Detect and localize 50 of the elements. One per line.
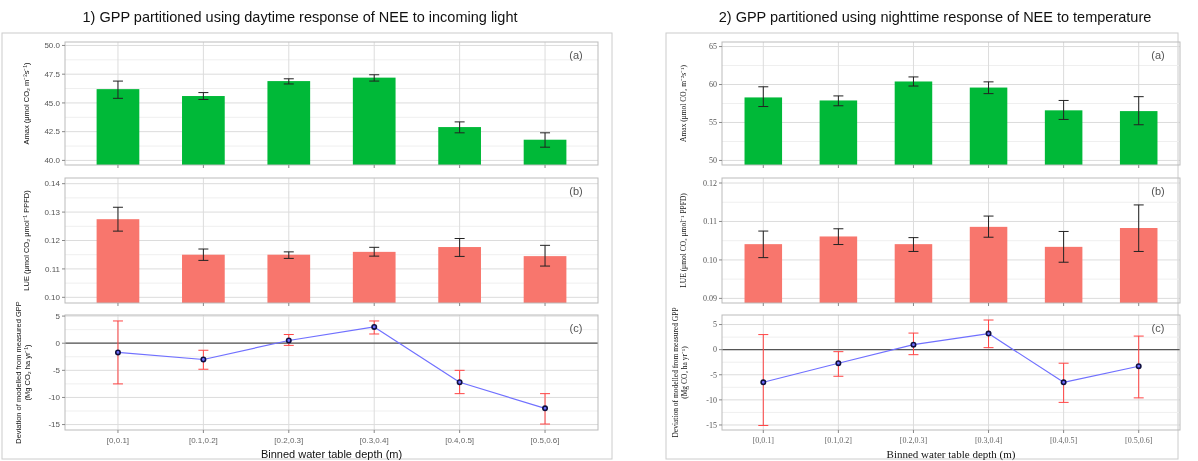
y-tick-label: 50: [709, 156, 717, 166]
x-tick-label: [0,0.1]: [106, 436, 130, 445]
y-tick-label: 60: [709, 80, 717, 90]
annotation: (a): [569, 49, 583, 61]
annotation: (b): [1151, 185, 1165, 197]
y-tick-label: 0.09: [703, 294, 717, 304]
y-tick-label: 55: [709, 118, 717, 128]
annotation: (c): [1151, 322, 1165, 334]
y-tick-label: 50.0: [44, 41, 61, 51]
y-tick-label: 0.10: [44, 293, 61, 303]
y-tick-label: 0: [55, 339, 61, 349]
chart-title: 2) GPP partitioned using nighttime response of NEE to temperature: [718, 9, 1152, 25]
y-tick-label: -10: [48, 393, 61, 403]
x-tick-label: [0.5,0.6]: [1125, 436, 1153, 445]
y-tick-label: 0.12: [703, 178, 717, 188]
x-tick-label: [0.1,0.2]: [188, 436, 218, 445]
y-tick-label: 5: [55, 311, 61, 321]
x-tick-label: [0.2,0.3]: [899, 436, 928, 445]
y-tick-label: 0.13: [44, 207, 61, 217]
y-tick-label: 45.0: [44, 98, 61, 108]
x-tick-label: [0.4,0.5]: [1049, 436, 1078, 445]
x-tick-label: [0,0.1]: [752, 436, 775, 445]
annotation: (a): [1151, 49, 1165, 61]
y-tick-label: 5: [713, 320, 717, 330]
x-axis-title: Binned water table depth (m): [260, 448, 403, 460]
y-tick-label: 40.0: [44, 156, 61, 166]
x-tick-label: [0.2,0.3]: [274, 436, 304, 445]
y-tick-label: 42.5: [44, 127, 61, 137]
x-tick-label: [0.4,0.5]: [445, 436, 475, 445]
annotation: (b): [569, 185, 583, 197]
chart-title: 1) GPP partitioned using daytime response of NEE to incoming light: [82, 9, 518, 25]
y-tick-label: -15: [706, 420, 717, 430]
y-tick-label: 0.10: [703, 255, 717, 265]
y-tick-label: 47.5: [44, 69, 61, 79]
y-tick-label: 0.14: [44, 179, 61, 189]
y-tick-label: -10: [706, 395, 717, 405]
y-tick-label: 0.11: [703, 217, 717, 227]
annotation: (c): [569, 322, 583, 334]
y-tick-label: -5: [710, 370, 717, 380]
y-tick-label: 0.12: [44, 236, 61, 246]
x-axis-title: Binned water table depth (m): [886, 448, 1016, 461]
y-tick-label: 0: [713, 345, 717, 355]
x-tick-label: [0.1,0.2]: [824, 436, 853, 445]
x-tick-label: [0.3,0.4]: [974, 436, 1003, 445]
x-tick-label: [0.5,0.6]: [530, 436, 560, 445]
y-tick-label: 65: [709, 42, 717, 52]
y-tick-label: -5: [52, 366, 61, 376]
y-tick-label: 0.11: [45, 264, 61, 274]
y-tick-label: -15: [48, 420, 61, 430]
x-tick-label: [0.3,0.4]: [359, 436, 389, 445]
